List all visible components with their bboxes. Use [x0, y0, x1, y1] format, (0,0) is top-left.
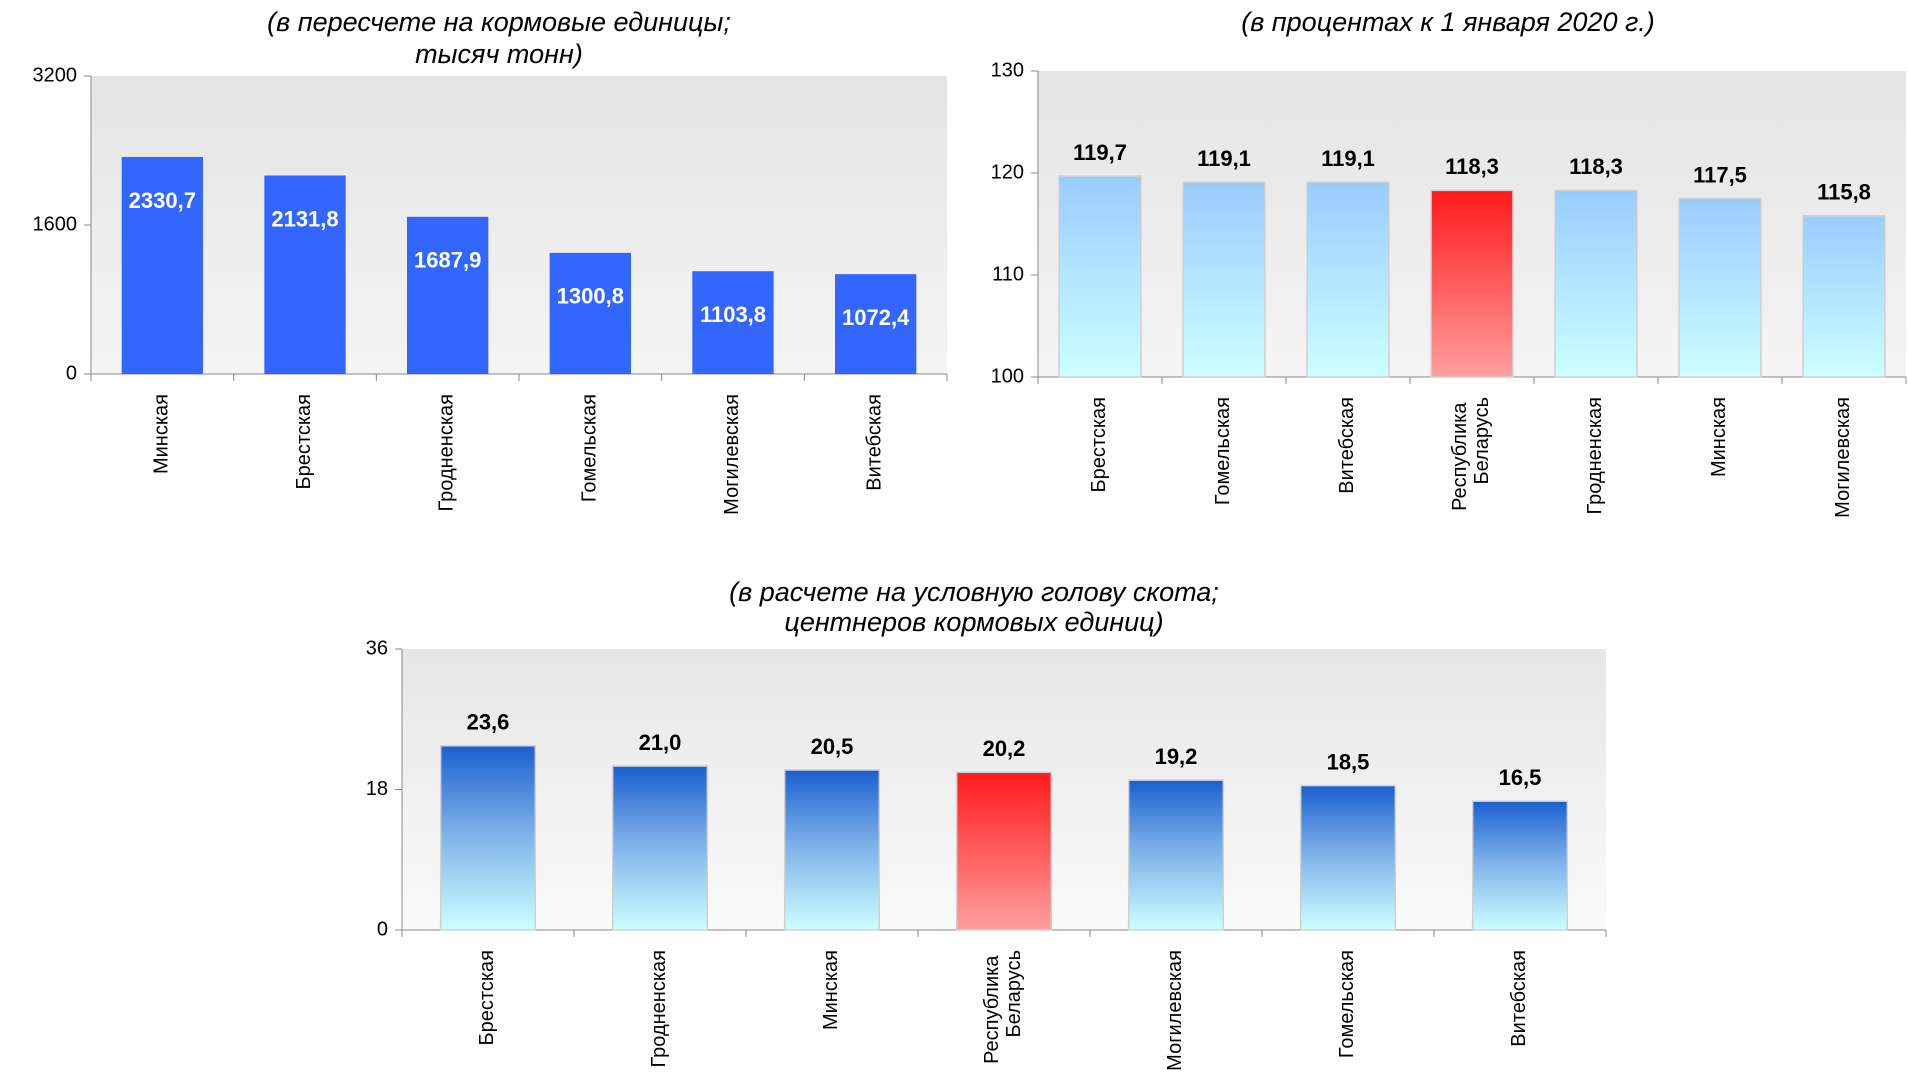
x-tick-label: Республика Беларусь	[1449, 397, 1493, 511]
y-tick-label: 110	[992, 263, 1024, 285]
data-label: 119,7	[1073, 140, 1127, 165]
data-label: 119,1	[1197, 146, 1251, 171]
x-tick-label: Могилевская	[721, 394, 743, 515]
bar	[692, 271, 774, 374]
x-tick-label: Могилевская	[1164, 950, 1186, 1071]
data-label: 1103,8	[700, 302, 766, 327]
data-label: 119,1	[1321, 146, 1375, 171]
plot-area	[91, 76, 947, 374]
bar	[1058, 175, 1142, 378]
data-label: 118,3	[1445, 154, 1499, 179]
x-tick-label: Брестская	[1088, 397, 1110, 492]
data-label: 1687,9	[414, 248, 481, 273]
data-label: 1072,4	[842, 305, 910, 330]
x-tick-label: Гомельская	[1212, 397, 1234, 505]
data-label: 23,6	[467, 710, 510, 735]
bar	[1182, 181, 1266, 378]
data-label: 16,5	[1499, 765, 1542, 790]
x-tick-label: Минская	[820, 950, 842, 1030]
bar	[783, 769, 881, 931]
bar	[611, 765, 709, 931]
bar	[1802, 215, 1886, 378]
x-tick-label: Гродненская	[1584, 397, 1606, 515]
bar	[835, 274, 917, 374]
x-tick-label: Витебская	[1508, 950, 1530, 1047]
x-tick-label: Гомельская	[579, 394, 601, 502]
bar	[549, 252, 631, 374]
data-label: 115,8	[1817, 180, 1871, 205]
bar	[955, 771, 1053, 931]
bar	[1299, 784, 1397, 931]
x-tick-label: Брестская	[293, 394, 315, 489]
chart-title: (в пересчете на кормовые единицы;	[267, 7, 731, 37]
data-label: 1300,8	[557, 284, 624, 309]
data-label: 20,5	[811, 734, 854, 759]
x-tick-label: Минская	[1708, 397, 1730, 477]
bar	[1678, 197, 1762, 378]
y-tick-label: 1600	[33, 213, 78, 235]
x-tick-label: Могилевская	[1832, 397, 1854, 518]
x-tick-label: Республика Беларусь	[981, 950, 1025, 1064]
x-tick-label: Гомельская	[1336, 950, 1358, 1058]
y-tick-label: 0	[66, 362, 77, 384]
bar	[407, 216, 489, 374]
bar	[264, 175, 346, 374]
chart-title: центнеров кормовых единиц)	[784, 607, 1163, 637]
data-label: 2330,7	[129, 188, 196, 213]
x-tick-label: Витебская	[1336, 397, 1358, 494]
x-tick-label: Витебская	[864, 394, 886, 491]
data-label: 19,2	[1155, 744, 1198, 769]
bar	[1554, 189, 1638, 378]
y-tick-label: 3200	[33, 64, 78, 86]
chart-title: тысяч тонн)	[415, 39, 583, 69]
chart-title: (в расчете на условную голову скота;	[729, 577, 1219, 607]
bar	[1471, 800, 1569, 931]
y-tick-label: 18	[366, 778, 388, 800]
y-tick-label: 120	[991, 161, 1024, 183]
x-tick-label: Брестская	[476, 950, 498, 1045]
x-tick-label: Гродненская	[436, 394, 458, 512]
bar	[121, 156, 203, 374]
x-tick-label: Гродненская	[648, 950, 670, 1068]
bar	[1430, 189, 1514, 378]
y-tick-label: 130	[991, 59, 1024, 81]
y-tick-label: 0	[377, 918, 388, 940]
x-tick-label: Минская	[151, 394, 173, 474]
data-label: 117,5	[1693, 162, 1747, 187]
data-label: 20,2	[983, 736, 1026, 761]
y-tick-label: 36	[366, 637, 388, 659]
bar	[1127, 779, 1225, 931]
bar	[1306, 181, 1390, 378]
bar	[439, 745, 537, 931]
data-label: 2131,8	[271, 206, 338, 231]
y-tick-label: 100	[991, 365, 1024, 387]
data-label: 21,0	[639, 730, 682, 755]
chart-title: (в процентах к 1 января 2020 г.)	[1241, 7, 1655, 37]
data-label: 18,5	[1327, 749, 1370, 774]
data-label: 118,3	[1569, 154, 1623, 179]
